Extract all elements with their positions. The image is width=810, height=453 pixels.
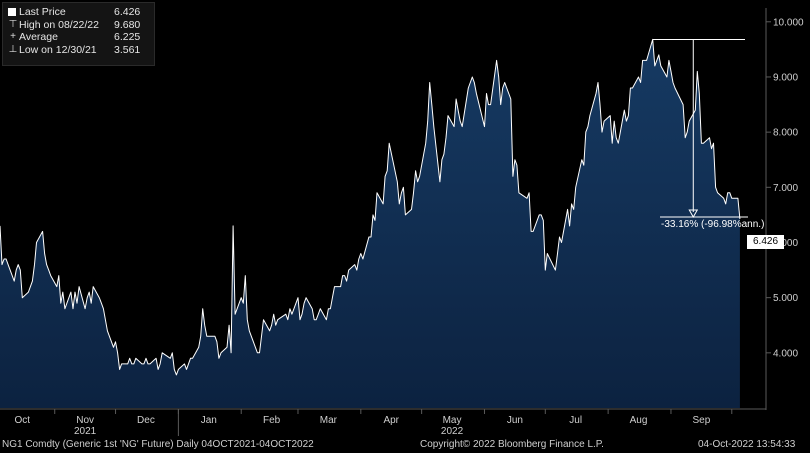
- footer-copyright: Copyright© 2022 Bloomberg Finance L.P.: [420, 439, 604, 450]
- x-tick-label: May: [443, 415, 462, 426]
- legend-value: 6.426: [114, 6, 141, 19]
- y-tick-label: 4.000: [773, 348, 798, 359]
- x-tick-label: Jul: [569, 415, 582, 426]
- high-marker-icon: ⊤: [8, 18, 18, 30]
- x-tick-label: Jan: [201, 415, 217, 426]
- legend-label: High on 08/22/22: [19, 18, 99, 31]
- price-line: [0, 38, 741, 376]
- x-tick-label: Sep: [692, 415, 710, 426]
- footer-timestamp: 04-Oct-2022 13:54:33: [698, 439, 796, 450]
- x-tick-label: Nov: [76, 415, 94, 426]
- x-tick-label: Apr: [383, 415, 399, 426]
- legend-value: 6.225: [114, 31, 141, 44]
- x-year-label: 2022: [441, 426, 464, 437]
- last-price-tag: 6.426: [747, 235, 784, 249]
- change-annotation: -33.16% (-96.98%ann.): [661, 219, 764, 230]
- y-tick-label: 8.000: [773, 128, 798, 139]
- last-price-swatch-icon: [8, 8, 16, 17]
- price-area: [0, 39, 740, 409]
- legend-value: 3.561: [114, 43, 141, 56]
- y-tick-label: 10.000: [773, 17, 804, 28]
- legend-label: Average: [19, 31, 58, 44]
- low-marker-icon: ⊥: [8, 43, 18, 55]
- average-marker-icon: +: [10, 31, 16, 43]
- y-tick-label: 7.000: [773, 183, 798, 194]
- legend-label: Low on 12/30/21: [19, 43, 97, 56]
- drop-arrowhead-icon: [688, 209, 699, 218]
- legend-item-last-price: Last Price 6.426: [7, 6, 150, 19]
- y-tick-label: 6.000: [773, 238, 798, 249]
- legend-item-low: ⊥ Low on 12/30/21 3.561: [7, 44, 150, 57]
- legend-item-average: + Average 6.225: [7, 31, 150, 44]
- legend-item-high: ⊤ High on 08/22/22 9.680: [7, 19, 150, 32]
- x-tick-label: Dec: [137, 415, 155, 426]
- legend: Last Price 6.426 ⊤ High on 08/22/22 9.68…: [2, 2, 155, 66]
- x-tick-label: Aug: [630, 415, 648, 426]
- x-tick-label: Mar: [320, 415, 338, 426]
- legend-label: Last Price: [19, 6, 66, 19]
- y-tick-label: 5.000: [773, 293, 798, 304]
- x-tick-label: Oct: [15, 415, 31, 426]
- y-tick-label: 9.000: [773, 72, 798, 83]
- x-tick-label: Jun: [507, 415, 523, 426]
- x-year-label: 2021: [74, 426, 97, 437]
- x-tick-label: Feb: [263, 415, 281, 426]
- legend-value: 9.680: [114, 18, 141, 31]
- footer-ticker-info: NG1 Comdty (Generic 1st 'NG' Future) Dai…: [2, 439, 314, 450]
